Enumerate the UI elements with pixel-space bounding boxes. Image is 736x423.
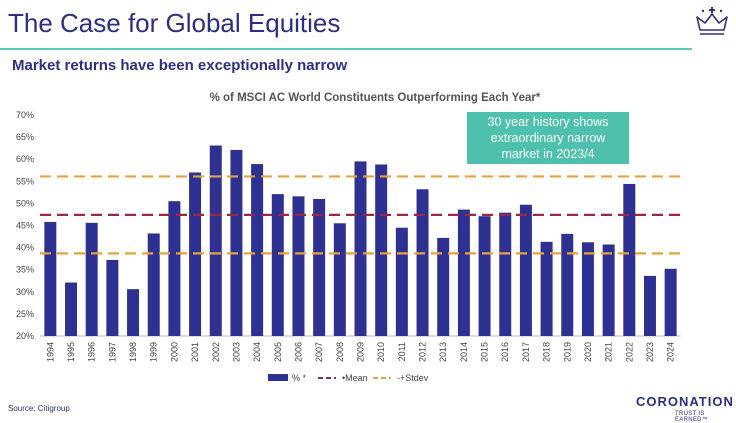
bar-2018: [540, 241, 553, 336]
y-tick-label: 65%: [16, 132, 34, 142]
crown-icon: [696, 7, 728, 35]
x-tick-label: 2000: [169, 342, 179, 362]
x-tick-label: 2024: [666, 342, 676, 362]
bar-2000: [168, 201, 181, 336]
slide-subtitle: Market returns have been exceptionally n…: [12, 57, 348, 74]
x-tick-label: 1997: [107, 342, 117, 362]
y-tick-label: 45%: [16, 221, 34, 231]
y-tick-label: 55%: [16, 176, 34, 186]
x-tick-label: 2001: [190, 342, 200, 362]
bar-2012: [416, 189, 429, 336]
bar-1996: [85, 222, 98, 336]
x-tick-label: 2012: [418, 342, 428, 362]
x-tick-label: 2005: [273, 342, 283, 362]
bar-2016: [499, 212, 512, 336]
x-tick-label: 2007: [314, 342, 324, 362]
bar-2021: [602, 244, 615, 336]
bar-2006: [292, 196, 305, 336]
bar-2002: [209, 145, 222, 336]
bar-2022: [623, 183, 636, 336]
bar-1994: [44, 221, 57, 336]
x-tick-label: 2010: [376, 342, 386, 362]
bar-2024: [664, 268, 677, 336]
bar-2017: [519, 204, 532, 336]
bar-2007: [313, 198, 326, 336]
y-tick-label: 70%: [16, 110, 34, 120]
legend-label: % *: [292, 373, 307, 383]
x-tick-label: 2014: [459, 342, 469, 362]
y-tick-label: 40%: [16, 243, 34, 253]
y-tick-label: 20%: [16, 331, 34, 341]
bar-1997: [106, 259, 119, 336]
x-tick-label: 1995: [66, 342, 76, 362]
x-tick-label: 2011: [397, 342, 407, 361]
x-tick-label: 1999: [149, 342, 159, 362]
x-tick-label: 2002: [211, 342, 221, 362]
y-tick-label: 50%: [16, 198, 34, 208]
bar-2015: [478, 216, 491, 336]
x-tick-label: 2008: [335, 342, 345, 362]
bar-2023: [643, 275, 656, 336]
x-tick-label: 2009: [356, 342, 366, 362]
chart-title: % of MSCI AC World Constituents Outperfo…: [210, 92, 541, 104]
x-tick-label: 2021: [604, 342, 614, 362]
y-tick-label: 30%: [16, 287, 34, 297]
bar-2020: [581, 242, 594, 336]
bar-2008: [333, 223, 346, 336]
y-tick-label: 60%: [16, 154, 34, 164]
x-tick-label: 2017: [521, 342, 531, 362]
bar-1995: [65, 282, 78, 336]
title-divider: [0, 48, 692, 50]
bar-2003: [230, 149, 243, 336]
bar-2010: [375, 164, 388, 336]
callout-box: 30 year history shows extraordinary narr…: [467, 112, 629, 164]
legend-label: •Mean: [342, 373, 368, 383]
bar-1998: [127, 289, 140, 336]
legend-label: -+Stdev: [397, 373, 429, 383]
bar-2013: [437, 237, 450, 336]
x-tick-label: 1998: [128, 342, 138, 362]
x-tick-label: 2018: [542, 342, 552, 362]
bar-1999: [147, 233, 160, 336]
x-tick-label: 2003: [231, 342, 241, 362]
y-tick-label: 35%: [16, 265, 34, 275]
brand-tagline: TRUST IS EARNED™: [675, 411, 709, 423]
slide-title: The Case for Global Equities: [8, 8, 341, 38]
x-tick-label: 2023: [645, 342, 655, 362]
x-tick-label: 2016: [500, 342, 510, 362]
x-tick-label: 2020: [583, 342, 593, 362]
x-tick-label: 2013: [438, 342, 448, 362]
bar-2019: [561, 233, 574, 336]
y-tick-label: 25%: [16, 309, 34, 319]
x-tick-label: 1994: [45, 342, 55, 362]
bar-2014: [457, 209, 470, 336]
legend-swatch-bars: [268, 374, 288, 381]
x-tick-label: 2006: [293, 342, 303, 362]
x-tick-label: 2019: [562, 342, 572, 362]
x-tick-label: 2004: [252, 342, 262, 362]
source-note: Source: Citigroup: [8, 404, 70, 413]
x-tick-label: 2022: [624, 342, 634, 362]
bar-2005: [271, 194, 284, 336]
brand-name: CORONATION: [636, 394, 734, 409]
bar-2004: [251, 164, 264, 336]
x-tick-label: 1996: [87, 342, 97, 362]
bar-2009: [354, 161, 367, 336]
x-tick-label: 2015: [480, 342, 490, 362]
bar-2011: [395, 227, 408, 336]
